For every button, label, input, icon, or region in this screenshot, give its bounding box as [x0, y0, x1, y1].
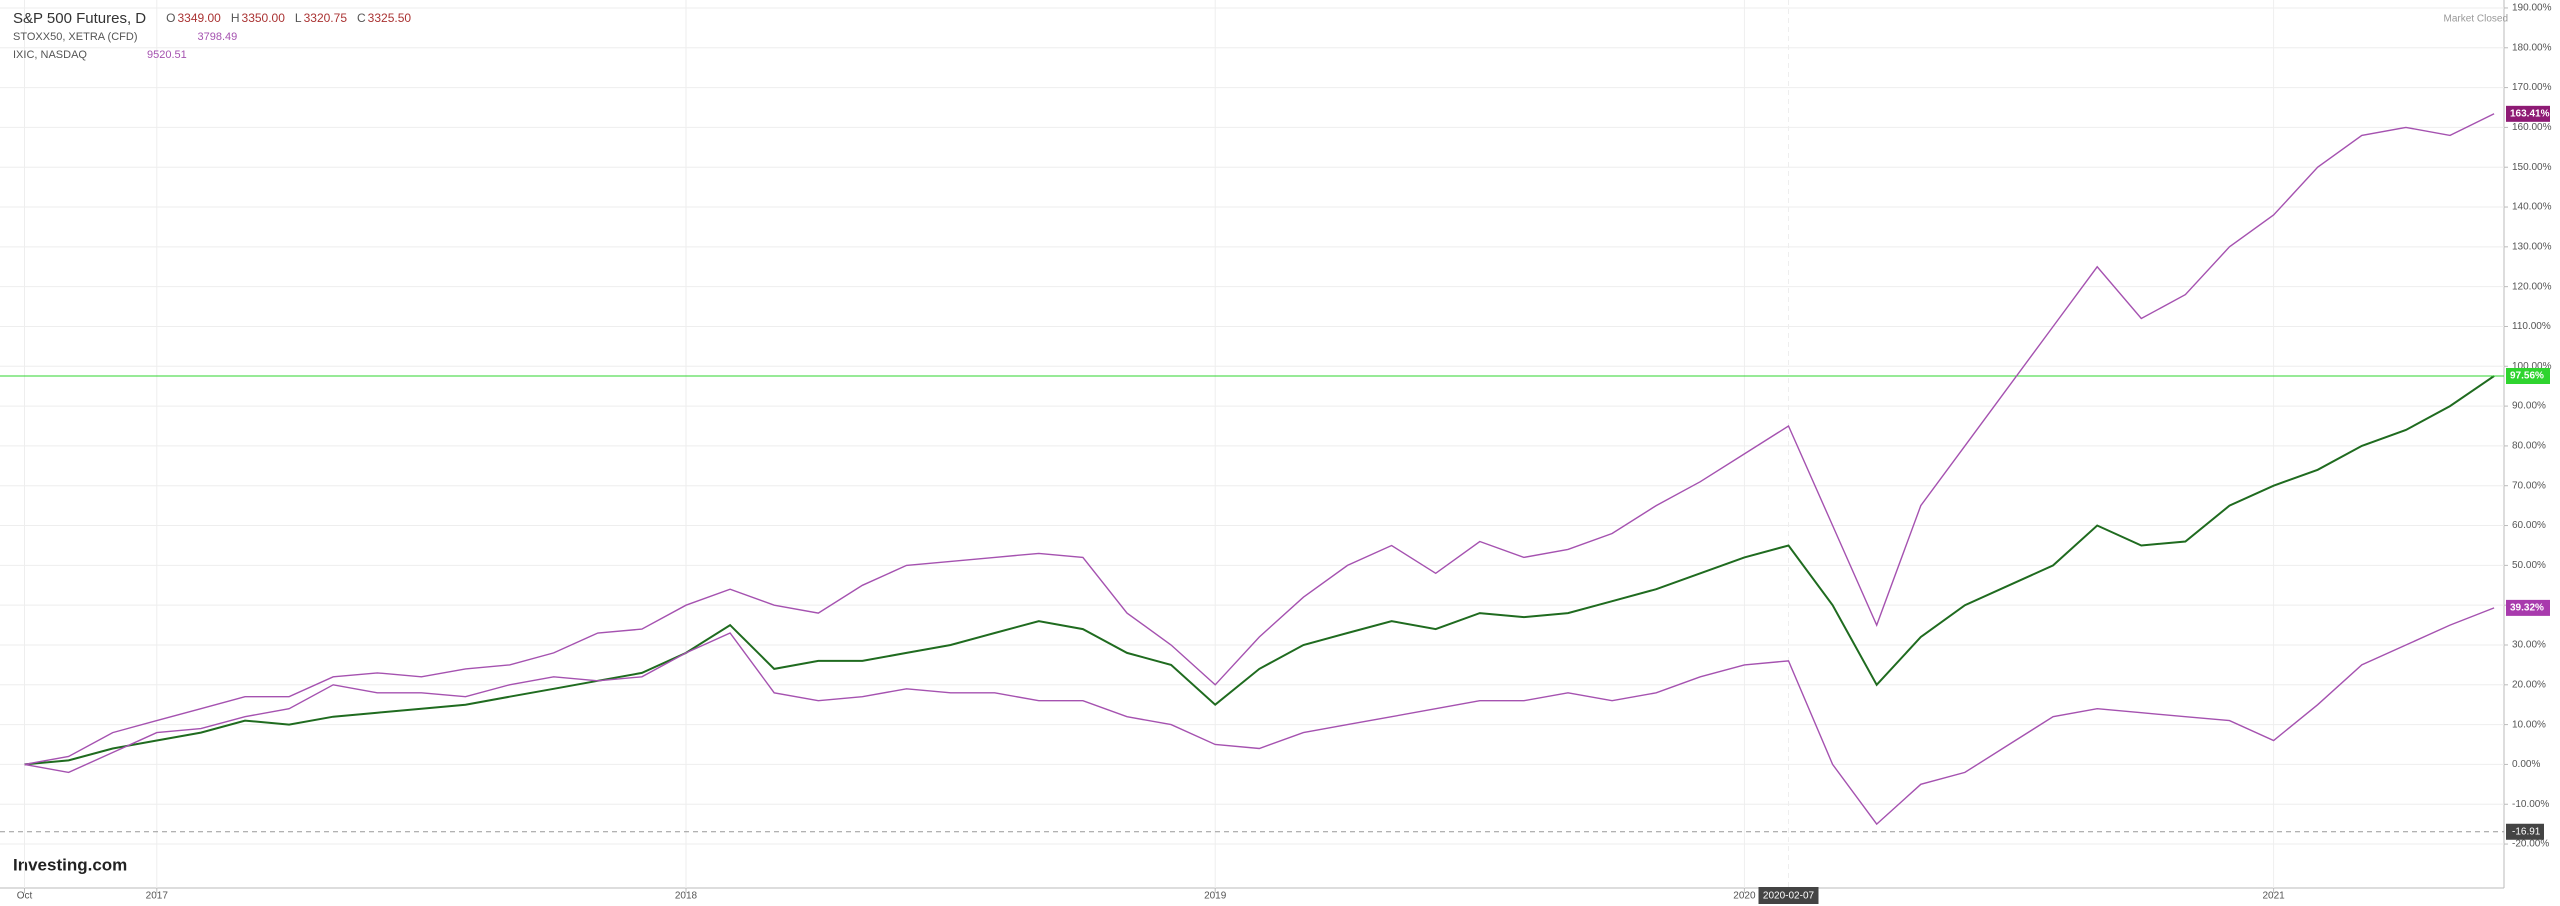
- ohlc-value: 3349.00: [177, 11, 221, 25]
- y-tick-label: 100.00%: [2512, 361, 2552, 372]
- series-line: [24, 607, 2495, 826]
- legend-entry: STOXX50, XETRA (CFD): [13, 31, 138, 43]
- crosshair-y-box: [2506, 823, 2544, 840]
- last-value-box: [2506, 599, 2550, 616]
- x-tick-label: Oct: [17, 891, 33, 902]
- y-tick-label: 0.00%: [2512, 759, 2540, 770]
- y-tick-label: 20.00%: [2512, 679, 2546, 690]
- y-tick-label: -20.00%: [2512, 839, 2549, 850]
- y-tick-label: 70.00%: [2512, 480, 2546, 491]
- ohlc-value: 3350.00: [242, 11, 286, 25]
- crosshair-x-box: [1758, 887, 1819, 904]
- y-tick-label: 90.00%: [2512, 401, 2546, 412]
- y-tick-label: 190.00%: [2512, 3, 2552, 14]
- y-tick-label: 110.00%: [2512, 321, 2551, 332]
- y-tick-label: 140.00%: [2512, 202, 2552, 213]
- last-value-label: 39.32%: [2510, 603, 2544, 614]
- ohlc-label: C: [357, 11, 366, 25]
- y-tick-label: 50.00%: [2512, 560, 2546, 571]
- last-value-label: 97.56%: [2510, 371, 2544, 382]
- x-tick-label: 2019: [1204, 891, 1227, 902]
- x-tick-label: 2020: [1733, 891, 1756, 902]
- y-tick-label: 10.00%: [2512, 719, 2546, 730]
- y-tick-label: 30.00%: [2512, 640, 2546, 651]
- legend-compare: STOXX50, XETRA (CFD) 3798.49: [13, 31, 237, 43]
- legend-entry: S&P 500 Futures, D: [13, 10, 146, 27]
- x-tick-label: 2020-02-07: [1763, 891, 1815, 902]
- y-tick-label: 80.00%: [2512, 441, 2546, 452]
- y-tick-label: 180.00%: [2512, 42, 2552, 53]
- y-tick-label: 60.00%: [2512, 520, 2546, 531]
- ohlc-value: 3320.75: [304, 11, 348, 25]
- x-tick-label: 2018: [675, 891, 698, 902]
- ohlc-value: 3325.50: [368, 11, 412, 25]
- y-tick-label: 120.00%: [2512, 281, 2552, 292]
- logo: Investing.com: [13, 855, 127, 874]
- ohlc-label: H: [231, 11, 240, 25]
- y-tick-label: 170.00%: [2512, 82, 2552, 93]
- ohlc-label: O: [166, 11, 175, 25]
- crosshair-y-label: -16.91: [2512, 826, 2541, 837]
- legend-entry: IXIC, NASDAQ: [13, 49, 87, 61]
- y-tick-label: 150.00%: [2512, 162, 2552, 173]
- y-tick-label: 130.00%: [2512, 241, 2552, 252]
- legend-value: 3798.49: [198, 31, 238, 43]
- last-value-box: [2506, 105, 2550, 122]
- last-value-label: 163.41%: [2510, 108, 2550, 119]
- x-tick-label: 2021: [2262, 891, 2285, 902]
- legend-main: S&P 500 Futures, D O 3349.00 H 3350.00 L 3320.…: [13, 10, 411, 27]
- legend-compare: IXIC, NASDAQ 9520.51: [13, 49, 187, 61]
- market-status: Market Closed: [2444, 14, 2508, 25]
- x-tick-label: 2017: [146, 891, 169, 902]
- y-tick-label: -10.00%: [2512, 799, 2549, 810]
- legend-value: 9520.51: [147, 49, 187, 61]
- series-line: [24, 113, 2495, 766]
- y-tick-label: 160.00%: [2512, 122, 2552, 133]
- last-value-box: [2506, 368, 2550, 385]
- series-line: [24, 375, 2495, 766]
- ohlc-label: L: [295, 11, 302, 25]
